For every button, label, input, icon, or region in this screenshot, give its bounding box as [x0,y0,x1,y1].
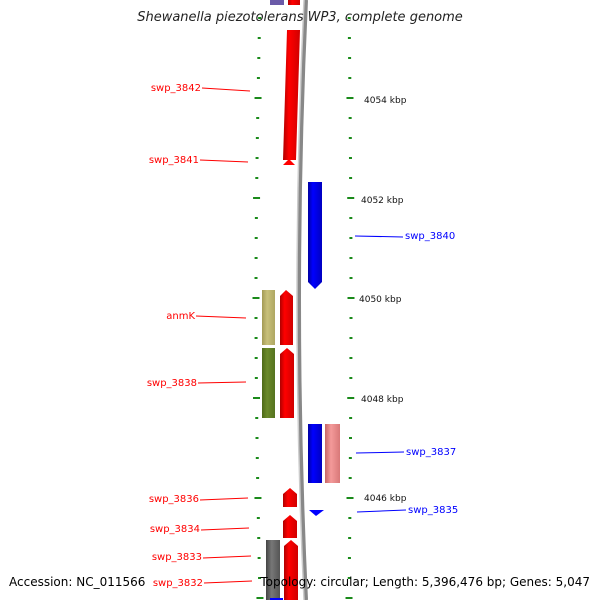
gene-label-swp-3832: swp_3832 [153,578,203,589]
gene-swp-3834-arrow [283,515,297,538]
leader-line-anmK [195,315,247,319]
gene-label-swp-3841: swp_3841 [149,155,199,166]
gene-swp-3837-blue-block [308,424,322,483]
gene-swp-3835-arrow [309,510,324,516]
gene-swp-3841-arrow [283,159,295,165]
gene-block-red-top [288,0,300,5]
gene-label-swp-3833: swp_3833 [152,552,202,563]
leader-line-swp-3838 [197,381,247,384]
gene-swp-3833-gray-block [266,540,280,600]
genome-info-text: Topology: circular; Length: 5,396,476 bp… [260,575,590,589]
leader-line-swp-3835 [356,509,407,513]
gene-swp-3838-red-arrow [280,348,294,418]
accession-text: Accession: NC_011566 [9,575,146,589]
gene-block-purple-top [270,0,284,5]
gene-swp-3833-arrow [284,540,298,600]
gene-anmK-red-arrow [280,290,293,345]
leader-line-swp-3834 [200,527,250,531]
gene-label-swp-3840: swp_3840 [405,231,455,242]
gene-label-swp-3835: swp_3835 [408,505,458,516]
gene-label-swp-3842: swp_3842 [151,83,201,94]
map-title: Shewanella piezotolerans WP3, complete g… [137,10,463,25]
gene-swp-3842-block [283,30,300,160]
gene-swp-3840-arrow [308,182,322,289]
leader-line-swp-3840 [354,235,404,238]
gene-label-swp-3834: swp_3834 [150,524,200,535]
scale-label-4052: 4052 kbp [361,196,404,206]
genome-backbone-shadow [296,0,305,600]
gene-label-swp-3837: swp_3837 [406,447,456,458]
leader-line-swp-3833 [202,555,252,559]
genome-backbone [297,0,308,600]
leader-line-swp-3842 [201,87,251,92]
leader-line-swp-3836 [199,497,249,501]
leader-line-swp-3837 [355,451,405,454]
gene-label-swp-3838: swp_3838 [147,378,197,389]
gene-anmK-block [262,290,275,345]
leader-line-swp-3832 [203,580,253,584]
scale-label-4048: 4048 kbp [361,395,404,405]
outer-tick-column [345,17,355,599]
gene-swp-3836-arrow [283,488,297,507]
gene-label-swp-3836: swp_3836 [149,494,199,505]
gene-label-anmK: anmK [166,311,195,322]
inner-tick-column [252,17,264,599]
gene-swp-3837-pink-block [325,424,340,483]
scale-label-4046: 4046 kbp [364,494,407,504]
leader-line-swp-3841 [199,159,249,163]
gene-swp-3838-olive-block [262,348,275,418]
scale-label-4050: 4050 kbp [359,295,402,305]
scale-label-4054: 4054 kbp [364,96,407,106]
